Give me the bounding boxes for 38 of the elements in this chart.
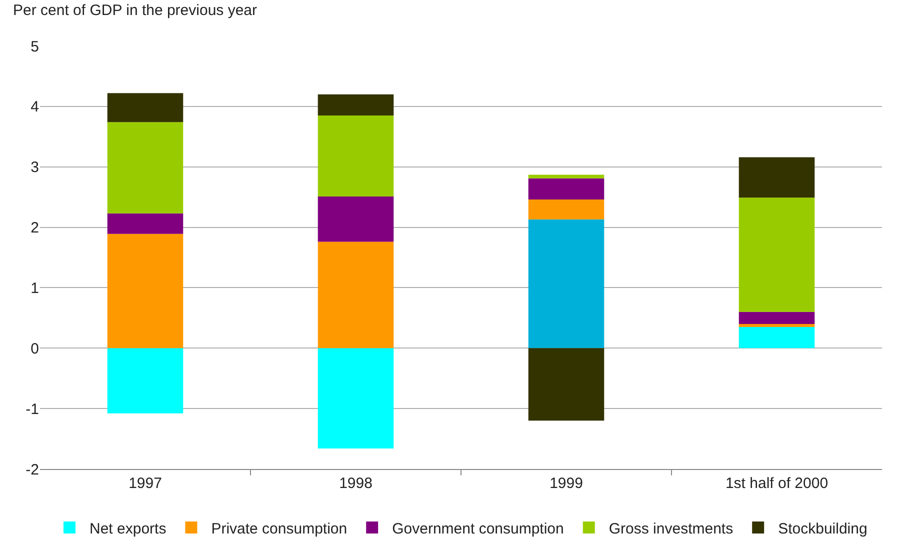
x-tick-label: 1st half of 2000: [725, 475, 828, 492]
legend-label: Net exports: [90, 520, 166, 538]
bar: [107, 234, 184, 348]
x-tick-label: 1998: [339, 475, 372, 492]
bar: [738, 198, 815, 312]
y-tick-label: 5: [30, 38, 39, 56]
x-tick-label: 1997: [128, 475, 162, 492]
bar: [528, 178, 604, 200]
bar: [318, 94, 394, 116]
y-tick-label: 2: [30, 220, 39, 237]
bar: [107, 122, 184, 214]
bar: [318, 242, 394, 348]
legend-label: Gross investments: [608, 520, 734, 538]
bar: [528, 174, 604, 178]
y-axis-title: Per cent of GDP in the previous year: [13, 2, 258, 19]
bar: [107, 213, 184, 234]
bar: [738, 312, 815, 324]
bar: [318, 115, 394, 196]
legend-label: Stockbuilding: [778, 520, 868, 538]
bar: [107, 93, 184, 122]
bar: [738, 157, 815, 198]
y-tick-label: 0: [30, 340, 39, 358]
x-tick-label: 1999: [550, 475, 583, 492]
y-tick-label: 3: [30, 159, 39, 176]
bar: [528, 219, 604, 348]
legend-label: Government consumption: [392, 520, 564, 538]
y-tick-label: 1: [30, 280, 39, 297]
bar: [738, 324, 815, 327]
bar: [318, 348, 394, 448]
bar: [528, 348, 604, 421]
bar: [107, 348, 184, 414]
y-tick-label: -2: [26, 461, 39, 478]
y-tick-label: -1: [26, 400, 39, 418]
bar: [318, 196, 394, 242]
bar: [738, 326, 815, 348]
bar: [528, 199, 604, 220]
legend-label: Private consumption: [211, 520, 348, 538]
y-tick-label: 4: [30, 98, 39, 116]
